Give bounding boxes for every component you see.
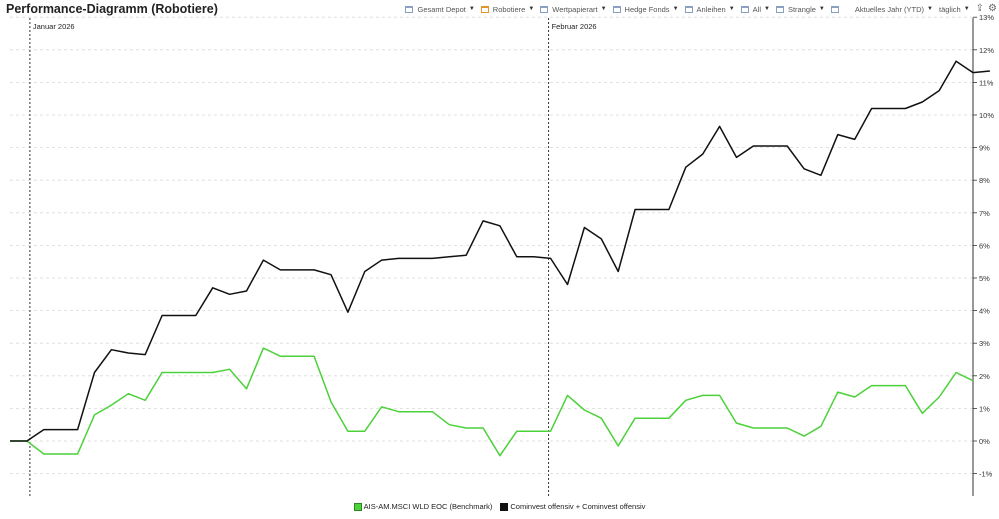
y-tick-label: -1% [979, 470, 993, 479]
y-tick-label: 13% [979, 13, 994, 22]
legend-item-cominvest[interactable]: Cominvest offensiv + Cominvest offensiv [500, 502, 645, 511]
chart-legend: AIS-AM.MSCI WLD EOC (Benchmark) Cominves… [0, 502, 999, 511]
y-tick-label: 12% [979, 46, 994, 55]
y-tick-label: 6% [979, 241, 990, 250]
series-line-0 [10, 348, 973, 456]
y-tick-label: 8% [979, 176, 990, 185]
y-tick-label: 4% [979, 307, 990, 316]
y-tick-label: 3% [979, 339, 990, 348]
legend-swatch [354, 503, 362, 511]
y-tick-label: 9% [979, 144, 990, 153]
month-marker-label: Februar 2026 [552, 22, 597, 31]
series-line-1 [10, 61, 990, 441]
y-tick-label: 1% [979, 404, 990, 413]
month-marker-label: Januar 2026 [33, 22, 75, 31]
legend-label: AIS-AM.MSCI WLD EOC (Benchmark) [364, 502, 493, 511]
y-tick-label: 0% [979, 437, 990, 446]
legend-swatch [500, 503, 508, 511]
y-tick-label: 5% [979, 274, 990, 283]
legend-item-benchmark[interactable]: AIS-AM.MSCI WLD EOC (Benchmark) [354, 502, 493, 511]
y-tick-label: 7% [979, 209, 990, 218]
y-tick-label: 11% [979, 78, 994, 87]
legend-label: Cominvest offensiv + Cominvest offensiv [510, 502, 645, 511]
y-tick-label: 10% [979, 111, 994, 120]
y-tick-label: 2% [979, 372, 990, 381]
